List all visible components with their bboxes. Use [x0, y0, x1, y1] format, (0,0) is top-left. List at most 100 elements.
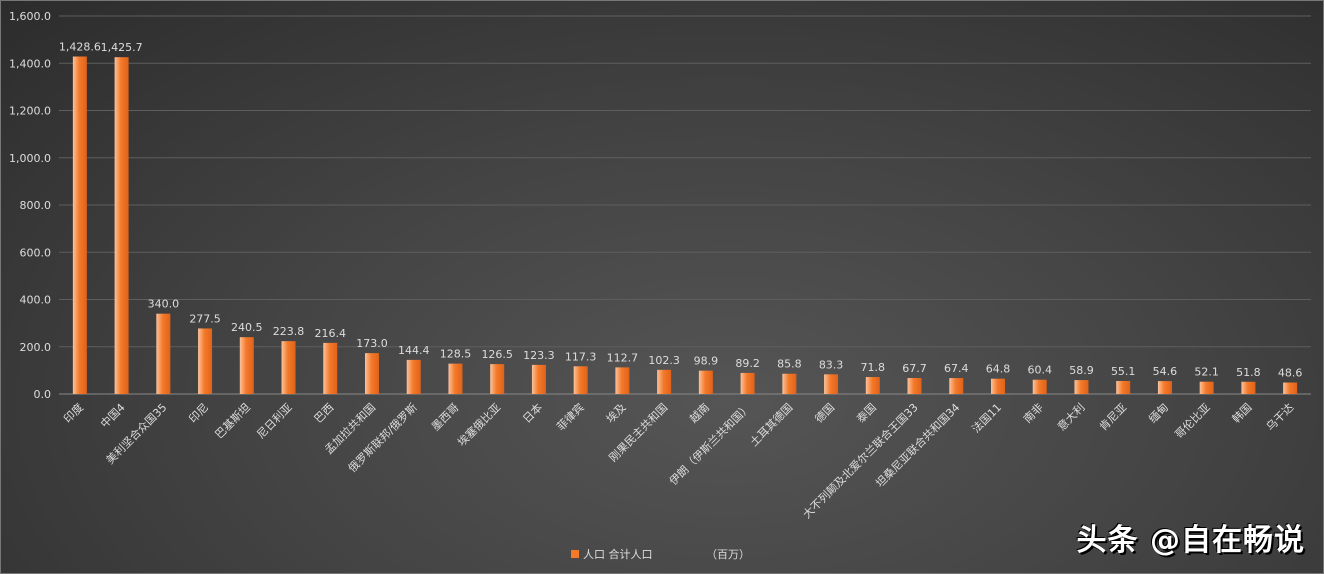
- x-tick-label: 印尼: [186, 401, 211, 426]
- data-label: 112.7: [607, 351, 639, 364]
- data-label: 1,425.7: [101, 41, 143, 54]
- x-tick-label: 伊朗（伊斯兰共和国）: [667, 401, 754, 488]
- bar: [615, 367, 630, 394]
- bar: [824, 374, 839, 394]
- data-label: 98.9: [694, 355, 719, 368]
- bar: [1283, 382, 1298, 394]
- data-label: 117.3: [565, 350, 597, 363]
- legend-unit: （百万）: [706, 548, 750, 561]
- x-tick-label: 坦桑尼亚联合共和国34: [873, 400, 963, 490]
- legend-label: 人口 合计人口: [583, 547, 653, 561]
- x-tick-label: 意大利: [1054, 400, 1087, 433]
- data-label: 128.5: [440, 348, 472, 361]
- data-label: 102.3: [648, 354, 680, 367]
- data-label: 126.5: [481, 348, 513, 361]
- bar: [239, 337, 254, 394]
- data-label: 144.4: [398, 344, 430, 357]
- y-tick-label: 1,200.0: [9, 105, 51, 118]
- y-tick-label: 800.0: [20, 199, 52, 212]
- x-tick-label: 墨西哥: [429, 401, 462, 434]
- x-tick-label: 乌干达: [1263, 400, 1296, 433]
- data-label: 85.8: [777, 358, 802, 371]
- x-tick-label: 韩国: [1229, 400, 1254, 425]
- bar: [156, 313, 171, 394]
- y-tick-label: 200.0: [20, 341, 52, 354]
- bar: [1241, 381, 1256, 394]
- y-tick-label: 0.0: [34, 388, 52, 401]
- data-label: 67.7: [902, 362, 927, 375]
- x-tick-label: 法国11: [969, 400, 1004, 435]
- bar: [740, 372, 755, 394]
- y-tick-label: 400.0: [20, 294, 52, 307]
- x-tick-label: 南非: [1021, 401, 1046, 426]
- bar: [323, 342, 338, 394]
- data-label: 58.9: [1069, 364, 1094, 377]
- legend-marker: [571, 550, 579, 558]
- data-label: 60.4: [1027, 364, 1052, 377]
- bar: [657, 369, 672, 394]
- data-label: 54.6: [1153, 365, 1178, 378]
- x-tick-label: 德国: [812, 400, 837, 425]
- bar: [448, 363, 463, 394]
- x-tick-label: 土耳其德国: [747, 400, 796, 449]
- data-label: 123.3: [523, 349, 555, 362]
- data-label: 240.5: [231, 321, 263, 334]
- data-label: 173.0: [356, 337, 388, 350]
- bar: [198, 328, 213, 394]
- bar: [1157, 381, 1172, 394]
- bar: [573, 366, 588, 394]
- data-label: 64.8: [986, 363, 1011, 376]
- bar: [365, 353, 379, 394]
- bar: [1199, 381, 1214, 394]
- x-tick-label: 缅甸: [1146, 400, 1171, 425]
- data-label: 52.1: [1194, 366, 1219, 379]
- bar: [907, 378, 922, 394]
- data-label: 1,428.6: [59, 40, 101, 53]
- bar: [406, 359, 421, 394]
- x-tick-label: 泰国: [853, 400, 878, 425]
- data-label: 83.3: [819, 358, 844, 371]
- bar: [698, 370, 713, 394]
- data-label: 55.1: [1111, 365, 1136, 378]
- x-tick-label: 巴西: [312, 401, 337, 426]
- x-tick-label: 日本: [520, 400, 545, 425]
- data-label: 51.8: [1236, 366, 1261, 379]
- x-tick-label: 埃及: [603, 400, 628, 425]
- bar: [782, 373, 797, 394]
- data-label: 216.4: [315, 327, 347, 340]
- y-tick-label: 1,600.0: [9, 10, 51, 23]
- data-label: 89.2: [735, 357, 760, 370]
- x-tick-label: 尼日利亚: [254, 401, 294, 441]
- watermark: 头条 @自在畅说: [1076, 523, 1305, 558]
- bar: [991, 378, 1005, 394]
- x-tick-label: 巴基斯坦: [212, 400, 253, 441]
- data-label: 223.8: [273, 325, 305, 338]
- data-label: 48.6: [1278, 367, 1303, 380]
- data-label: 277.5: [189, 312, 221, 325]
- bar: [1116, 380, 1131, 394]
- data-label: 340.0: [148, 298, 180, 311]
- bar: [114, 57, 129, 394]
- y-tick-label: 600.0: [20, 246, 52, 259]
- bar: [1074, 380, 1089, 394]
- data-label: 71.8: [861, 361, 886, 374]
- bar: [490, 364, 505, 394]
- x-tick-label: 越南: [687, 400, 712, 425]
- bar: [531, 364, 546, 394]
- y-tick-label: 1,400.0: [9, 57, 51, 70]
- bar: [281, 341, 296, 394]
- data-label: 67.4: [944, 362, 969, 375]
- x-tick-label: 埃塞俄比亚: [455, 400, 504, 449]
- x-tick-label: 菲律宾: [554, 400, 587, 433]
- x-tick-label: 哥伦比亚: [1172, 400, 1213, 441]
- bar: [1032, 379, 1047, 394]
- bar: [72, 56, 87, 394]
- bar: [949, 378, 964, 394]
- bar: [865, 377, 880, 394]
- x-tick-label: 印度: [61, 400, 86, 425]
- y-tick-label: 1,000.0: [9, 152, 51, 165]
- x-tick-label: 中国4: [98, 401, 128, 431]
- x-tick-label: 肯尼亚: [1097, 401, 1130, 434]
